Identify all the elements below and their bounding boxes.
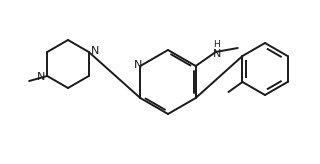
Text: N: N — [37, 72, 45, 82]
Text: H: H — [213, 40, 220, 49]
Text: N: N — [134, 60, 142, 70]
Text: N: N — [212, 49, 221, 59]
Text: N: N — [91, 46, 99, 56]
